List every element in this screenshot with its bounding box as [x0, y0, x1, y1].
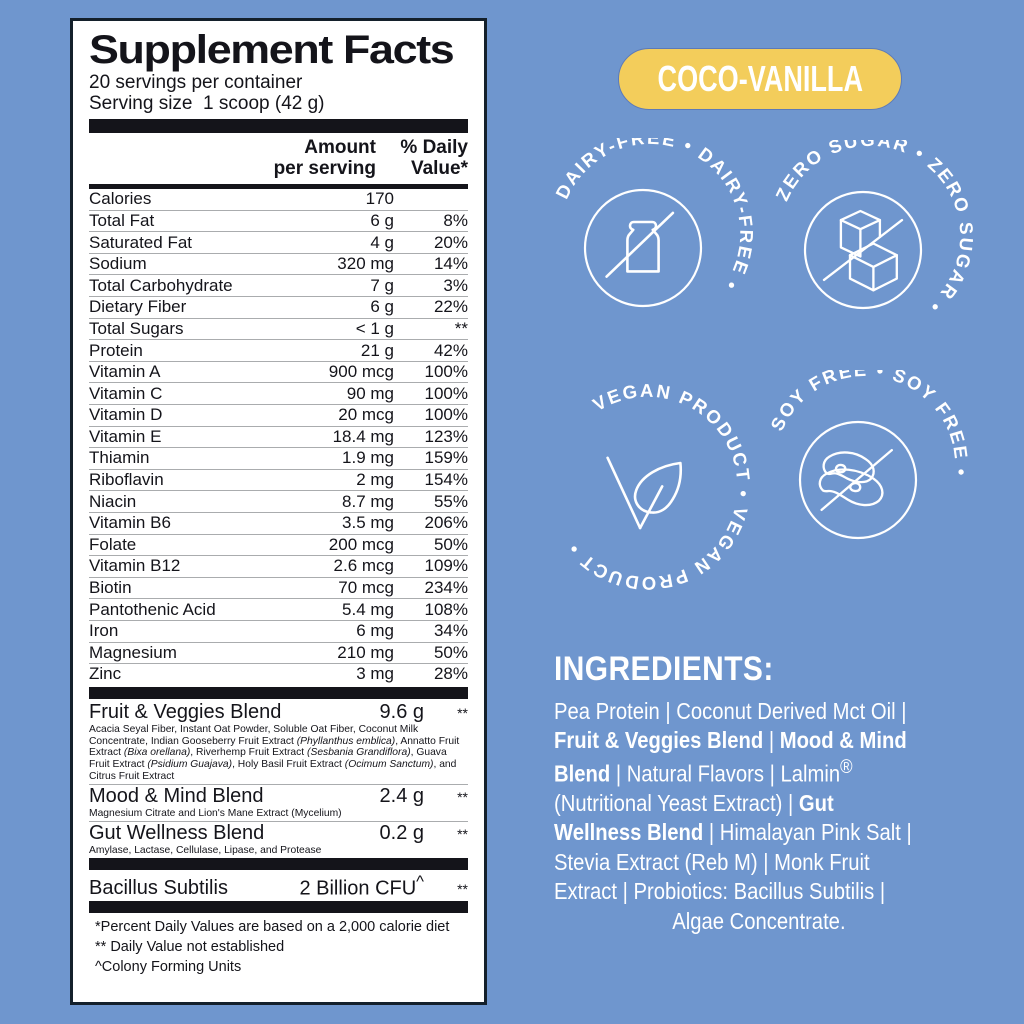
svg-text:SOY FREE • SOY FREE •: SOY FREE • SOY FREE •	[766, 370, 968, 478]
svg-text:VEGAN PRODUCT • VEGAN PRODUCT: VEGAN PRODUCT • VEGAN PRODUCT •	[562, 380, 754, 594]
svg-text:ZERO SUGAR • ZERO SUGAR •: ZERO SUGAR • ZERO SUGAR •	[771, 140, 973, 318]
